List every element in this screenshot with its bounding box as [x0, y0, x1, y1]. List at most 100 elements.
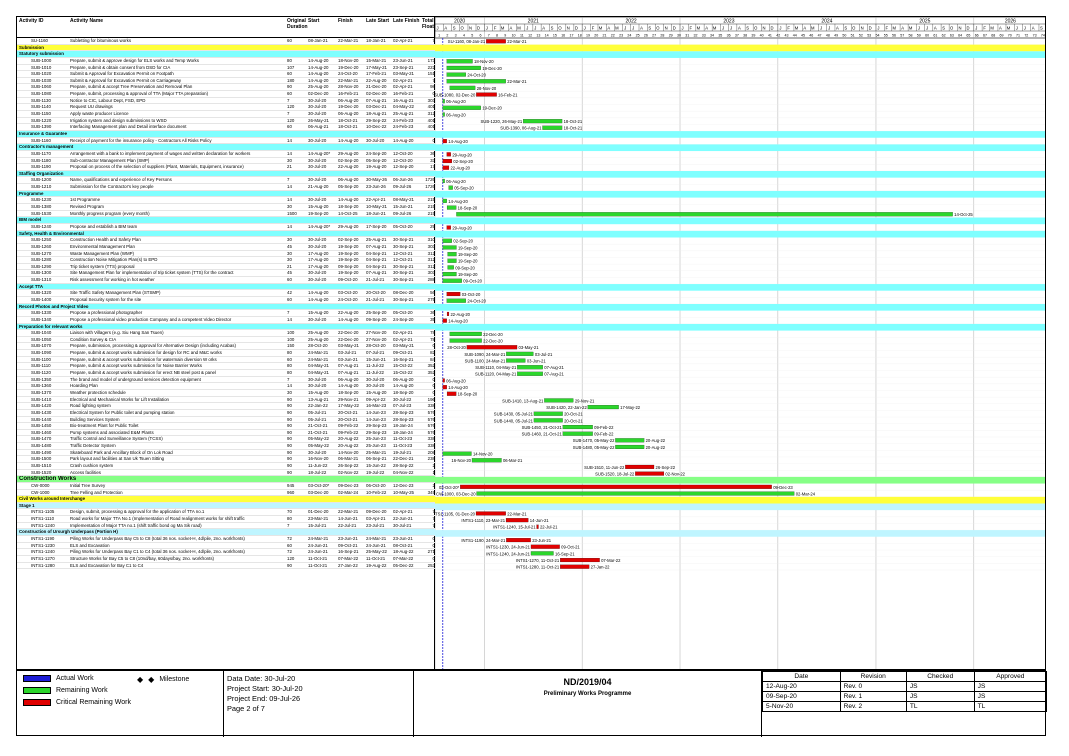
activity-row[interactable]: SUB-1100 Prepare, submit & accept works s…	[17, 357, 435, 364]
activity-row[interactable]: SUB-1190 Proposal on process of the selec…	[17, 164, 435, 171]
group-header-row[interactable]: Staffing Organization	[17, 170, 435, 178]
activity-row[interactable]: SUB-1430 Electrical System for Public toi…	[17, 410, 435, 417]
activity-row[interactable]: SUB-1510 Crash cushion system 90 11-Jun-22 2…	[17, 463, 435, 470]
activity-row[interactable]: SUB-1150 Apply waste producer Licence 7 30-…	[17, 111, 435, 118]
total-float: 0	[432, 542, 435, 548]
activity-row[interactable]: SUB-1080 Prepare, submit, processing & ap…	[17, 91, 435, 98]
group-header-row[interactable]: Submission	[17, 44, 435, 52]
group-header-row[interactable]: Civil Works around Interchange	[17, 496, 435, 503]
activity-row[interactable]: SUB-1170 Arrangement with a bank to imple…	[17, 151, 435, 158]
activity-row[interactable]: SUB-1120 Prepare, submit & accept works s…	[17, 370, 435, 377]
activity-name: ELS and Excavation for Bay C1 to C4	[70, 562, 144, 568]
activity-row[interactable]: SUB-1290 Trip ticket system (TTS) proposa…	[17, 264, 435, 271]
activity-row[interactable]: SU-1160 Subletting for bituminous works 60…	[17, 38, 435, 45]
late-start-date: 22-Aug-20	[366, 77, 387, 83]
activity-row[interactable]: SUB-1270 Waste Management Plan (WMP) 30 17-…	[17, 251, 435, 258]
header-start[interactable]: Start	[308, 18, 320, 24]
critical-bar	[475, 511, 506, 516]
activity-row[interactable]: SUB-1210 Submission for the Contractor's …	[17, 184, 435, 191]
group-header-row[interactable]: BIM model	[17, 217, 435, 224]
activity-row[interactable]: SUB-1280 Construction Noise Mitigation Pl…	[17, 257, 435, 264]
activity-row[interactable]: SUB-1330 Propose a professional photograp…	[17, 310, 435, 317]
activity-row[interactable]: SUB-1300 Site Management Plan for impleme…	[17, 270, 435, 278]
group-header-row[interactable]: Stage 1	[17, 502, 435, 510]
activity-row[interactable]: SUB-1050 Condition Survey & CIA 100 25-Aug-…	[17, 337, 435, 344]
activity-row[interactable]: SUB-1340 Propose a professional video pro…	[17, 317, 435, 324]
group-header-row[interactable]: Record Photos and Project Video	[17, 303, 435, 311]
activity-row[interactable]: SUB-1480 Traffic Detector System 90 05-May-…	[17, 443, 435, 450]
activity-row[interactable]: INTS1-1105 Design, submit, processing & a…	[17, 509, 435, 517]
activity-row[interactable]: INTS1-1230 ELS and Excavation 60 24-Jun-21 0…	[17, 543, 435, 550]
activity-row[interactable]: SUB-1220 Irrigation system and design sub…	[17, 118, 435, 125]
activity-row[interactable]: INTS1-1280 ELS and Excavation for Bay C1 …	[17, 563, 435, 570]
activity-row[interactable]: SUB-1040 Liaison with Villagers (e.g. Siu…	[17, 330, 435, 337]
header-late-finish[interactable]: Late Finish	[393, 18, 420, 24]
activity-row[interactable]: INTS1-1110 Road works for Major TTA No.1 …	[17, 516, 435, 523]
activity-row[interactable]: SUB-1110 Prepare, submit & accept works s…	[17, 363, 435, 371]
activity-row[interactable]: INTS1-1240 Piling Works for Underpass Bay…	[17, 549, 435, 556]
activity-row[interactable]: SUB-1470 Traffic Control and Surveillance…	[17, 436, 435, 444]
header-finish[interactable]: Finish	[338, 18, 353, 24]
activity-row[interactable]: SUB-1180 Sub-contractor Management Plan (…	[17, 158, 435, 165]
activity-row[interactable]: SUB-1460 Pump systems and associated E&M …	[17, 430, 435, 437]
activity-row[interactable]: SUB-1070 Prepare, submission, processing …	[17, 343, 435, 351]
activity-row[interactable]: SUB-1400 Proposal Security system for the…	[17, 297, 435, 304]
activity-row[interactable]: INTS1-1240 Implementation of Major TTA no…	[17, 523, 435, 530]
activity-row[interactable]: SUB-1090 Prepare, submit & accept works s…	[17, 350, 435, 357]
header-activity-name[interactable]: Activity Name	[70, 18, 104, 24]
activity-row[interactable]: SUB-1490 Skateboard Park and Ancillary Bl…	[17, 450, 435, 457]
activity-row[interactable]: SUB-1350 The brand and model of undergrou…	[17, 377, 435, 384]
activity-row[interactable]: SUB-1160 Receipt of payment for the insur…	[17, 138, 435, 145]
group-header-row[interactable]: Accept TTA	[17, 283, 435, 291]
activity-row[interactable]: SUB-1390 Interfacing Management plan and …	[17, 124, 435, 131]
critical-bar	[506, 538, 531, 543]
late-start-date: 27-Nov-20	[366, 336, 387, 342]
activity-row[interactable]: INTS1-1190 Piling Works for Underpass Bay…	[17, 536, 435, 543]
activity-row[interactable]: SUB-1260 Environmental Management Plan 45 3…	[17, 244, 435, 251]
activity-row[interactable]: SUB-1140 Request UU drawings 120 30-Jul-20 1…	[17, 104, 435, 112]
activity-row[interactable]: SUB-1320 Site Traffic Safety Management P…	[17, 290, 435, 297]
group-header-row[interactable]: Preparation for relevant works	[17, 323, 435, 331]
activity-row[interactable]: SUB-1200 Name, qualifications and experie…	[17, 177, 435, 185]
group-header-row[interactable]: Construction Works	[17, 476, 435, 483]
activity-row[interactable]: SUB-1250 Construction Health and Safety P…	[17, 237, 435, 244]
group-header-row[interactable]: Safety, Health & Environmental	[17, 230, 435, 238]
activity-row[interactable]: SUB-1440 Building Services System 90 05-Jul…	[17, 417, 435, 424]
activity-row[interactable]: SUB-1450 Bio-treatment Plant for Public T…	[17, 423, 435, 430]
year-label: 2023	[723, 19, 734, 25]
group-header-row[interactable]: Statutory submission	[17, 51, 435, 58]
month-label: M	[811, 26, 815, 31]
activity-row[interactable]: CW-0000 Initial Tree Survey 945 03-Oct-20* 0…	[17, 483, 435, 490]
activity-row[interactable]: SUB-1500 Park layout and facilities at Sa…	[17, 456, 435, 463]
header-activity-id[interactable]: Activity ID	[19, 18, 44, 24]
activity-row[interactable]: SUB-1370 Weather protection schedule 30 15-…	[17, 390, 435, 397]
period-number: 4	[463, 34, 465, 38]
group-header-row[interactable]: Insurance & Guarantee	[17, 130, 435, 138]
activity-row[interactable]: SUB-1020 Submit & Approval for Excavation…	[17, 71, 435, 78]
activity-row[interactable]: SUB-1060 Prepare, submit & accept Tree Pr…	[17, 84, 435, 92]
activity-row[interactable]: SUB-1380 Revised Program 30 15-Aug-20 18-Sep…	[17, 204, 435, 211]
activity-row[interactable]: SUB-1010 Prepare, submit & obtain consent…	[17, 65, 435, 72]
activity-row[interactable]: SUB-1230 1st Programme 14 30-Jul-20 14-Aug-2…	[17, 197, 435, 205]
activity-id: SU-1160	[31, 38, 49, 43]
activity-row[interactable]: SUB-1360 Hoarding Plan 14 30-Jul-20 14-Aug-2…	[17, 383, 435, 390]
activity-row[interactable]: SUB-1410 Electrical and Mechanical Works …	[17, 397, 435, 404]
period-number: 23	[619, 34, 623, 38]
activity-row[interactable]: SUB-1000 Prepare, submit & approve design…	[17, 58, 435, 65]
group-header-row[interactable]: Construction of Ursurgh Underpass (Porti…	[17, 529, 435, 537]
activity-row[interactable]: SUB-1520 Access facilities 90 18-Jul-22 02-N…	[17, 470, 435, 477]
header-late-start[interactable]: Late Start	[366, 18, 390, 24]
activity-row[interactable]: SUB-1240 Propose and establish a BIM team…	[17, 224, 435, 231]
activity-row[interactable]: SUB-1130 Notice to CIC, Labour Dept, FSD,…	[17, 98, 435, 105]
activity-row[interactable]: CW-1000 Tree Felling and Protection 960 03-…	[17, 490, 435, 497]
activity-row[interactable]: SUB-1030 Submit & Approval for Excavation…	[17, 78, 435, 85]
group-header-row[interactable]: Contractor's management	[17, 144, 435, 151]
activity-row[interactable]: INTS1-1270 Structure Works for Bay C5 to …	[17, 556, 435, 563]
group-header-row[interactable]: Programme	[17, 190, 435, 198]
activity-name: Implementation of Major TTA no.1 (shift …	[70, 522, 202, 528]
activity-row[interactable]: SUB-1530 Monthly progress program (every …	[17, 211, 435, 218]
header-duration[interactable]: Original Duration	[287, 18, 308, 30]
activity-row[interactable]: SUB-1420 Road lighting system 90 22-Jan-22 1…	[17, 403, 435, 410]
activity-row[interactable]: SUB-1310 Risk assessment for working in h…	[17, 277, 435, 284]
header-total-float[interactable]: Total Float	[422, 18, 434, 30]
